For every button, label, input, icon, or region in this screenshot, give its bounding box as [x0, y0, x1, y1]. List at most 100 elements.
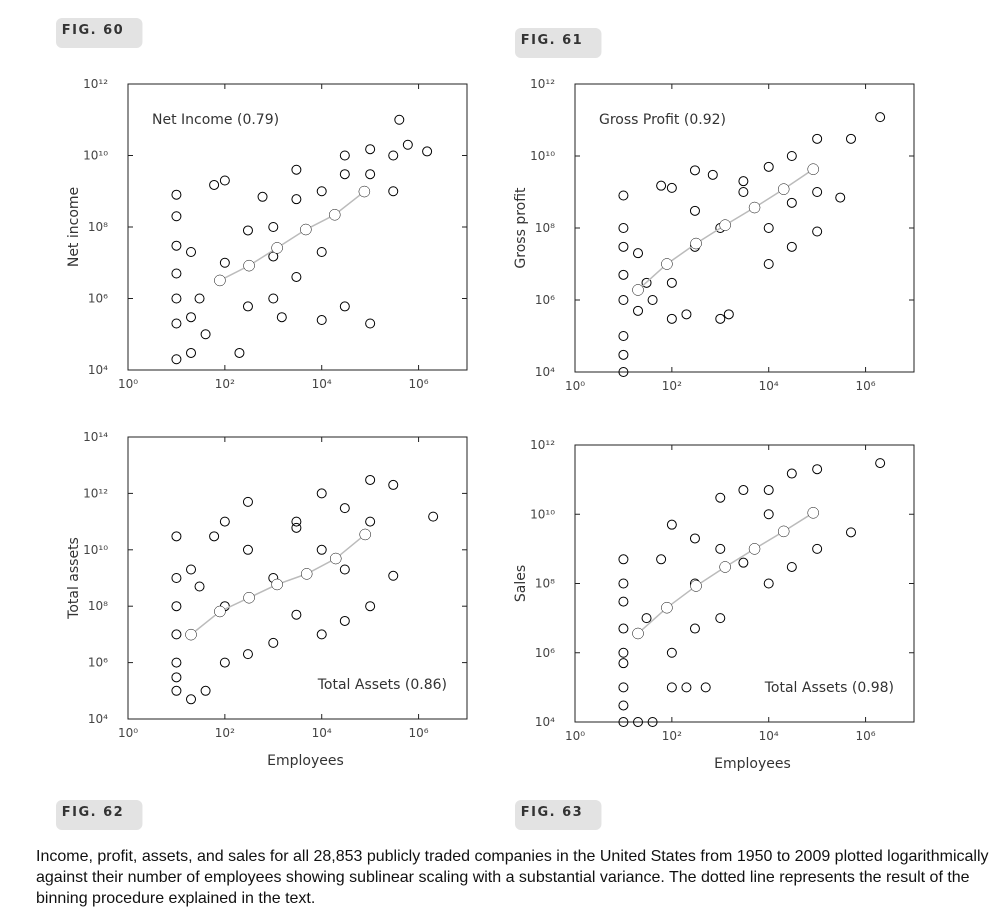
data-point [666, 682, 677, 693]
figure-label-box [515, 800, 602, 830]
data-point [171, 354, 182, 365]
data-point [689, 533, 700, 544]
annotation: Gross Profit (0.92) [599, 112, 726, 128]
data-point [656, 554, 667, 565]
data-point [715, 543, 726, 554]
data-point [738, 485, 749, 496]
data-point [291, 194, 302, 205]
binned-point [777, 183, 790, 195]
data-point [171, 211, 182, 222]
data-point [618, 349, 629, 360]
data-point [242, 544, 253, 555]
plot-frame [127, 436, 468, 720]
binned-point [690, 580, 702, 592]
binned-point [661, 601, 673, 614]
data-point [618, 682, 629, 693]
binned-point [719, 219, 731, 231]
data-point [388, 150, 399, 161]
data-point [618, 578, 629, 589]
y-tick-label: 10¹² [530, 77, 555, 91]
data-point [647, 717, 658, 727]
data-point [200, 685, 211, 696]
data-point [738, 557, 749, 568]
data-point [618, 295, 629, 305]
binned-point [719, 561, 731, 573]
data-point [786, 468, 797, 479]
data-point [786, 561, 797, 572]
data-point [242, 225, 253, 236]
x-tick-label: 10² [662, 729, 682, 743]
x-tick-label: 10² [662, 379, 682, 393]
data-point [786, 241, 797, 252]
data-point [618, 596, 629, 607]
data-point [339, 169, 350, 180]
y-tick-label: 10¹⁰ [530, 149, 555, 163]
data-point [242, 649, 253, 660]
figure-label: FIG. 62 [62, 805, 124, 820]
data-point [763, 161, 774, 172]
data-point [365, 169, 376, 180]
y-tick-label: 10⁸ [88, 220, 108, 234]
data-point [316, 629, 327, 640]
y-tick-label: 10¹² [83, 77, 108, 91]
data-point [186, 564, 197, 575]
data-point [339, 615, 350, 626]
y-tick-label: 10¹² [83, 486, 108, 500]
data-point [219, 257, 230, 268]
data-point [618, 717, 629, 727]
data-point [171, 629, 182, 640]
binned-point [690, 237, 702, 250]
data-point [666, 277, 677, 288]
data-point [812, 133, 823, 144]
x-tick-label: 10⁰ [565, 729, 585, 743]
data-point [700, 682, 711, 693]
data-point [786, 151, 797, 161]
data-point [812, 464, 823, 475]
figure-label-box [515, 28, 602, 58]
binned-point [300, 223, 312, 236]
y-axis-label: Net income [66, 187, 82, 267]
data-point [365, 474, 376, 485]
data-point [641, 277, 652, 288]
data-point [219, 175, 230, 186]
y-tick-label: 10⁴ [535, 715, 555, 729]
data-point [291, 522, 302, 533]
data-point [633, 717, 644, 727]
data-point [242, 496, 253, 507]
x-tick-label: 10⁰ [118, 377, 138, 391]
figure-label: FIG. 60 [62, 23, 124, 38]
binned-point [271, 242, 283, 254]
binned-point [214, 274, 226, 287]
data-point [194, 293, 205, 304]
data-point [715, 613, 726, 624]
y-tick-label: 10⁴ [88, 712, 108, 726]
data-point [268, 293, 279, 304]
data-point [388, 570, 399, 581]
y-axis-label: Gross profit [513, 187, 529, 269]
data-point [268, 222, 279, 232]
data-point [618, 554, 629, 565]
binned-trend-line [219, 190, 365, 282]
data-point [394, 114, 405, 125]
x-tick-label: 10⁶ [856, 729, 876, 743]
x-tick-label: 10⁴ [759, 729, 779, 743]
data-point [209, 179, 220, 190]
y-tick-label: 10¹⁰ [530, 507, 555, 521]
data-point [428, 511, 439, 522]
data-point [291, 271, 302, 282]
binned-point [632, 284, 644, 296]
x-tick-label: 10² [215, 726, 235, 740]
data-point [681, 309, 692, 320]
data-point [618, 190, 629, 201]
binned-point [271, 578, 283, 591]
data-point [276, 312, 287, 323]
y-tick-label: 10⁶ [88, 656, 108, 670]
x-tick-label: 10⁴ [759, 379, 779, 393]
data-point [388, 479, 399, 490]
data-point [200, 329, 211, 340]
y-axis-label: Total assets [66, 537, 82, 620]
y-tick-label: 10⁶ [535, 646, 555, 660]
data-point [681, 682, 692, 693]
data-point [365, 144, 376, 155]
x-tick-label: 10⁶ [856, 379, 876, 393]
